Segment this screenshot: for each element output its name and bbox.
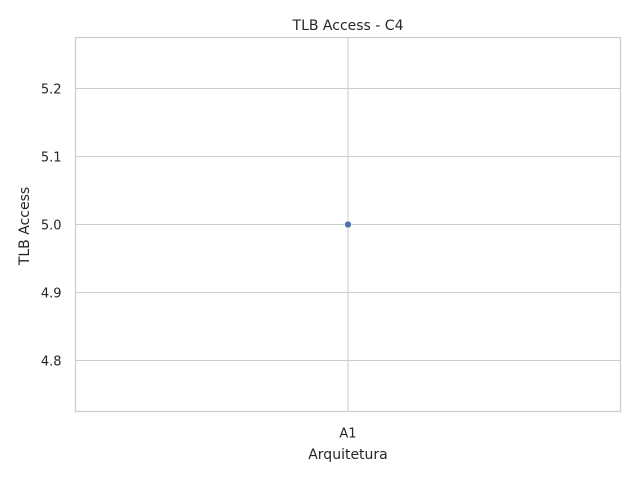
- plot-frame: [74, 36, 622, 413]
- y-axis-label: TLB Access: [17, 187, 33, 266]
- data-points: [343, 220, 352, 229]
- x-axis-label: Arquitetura: [308, 447, 388, 463]
- x-tick-label: A1: [339, 427, 356, 442]
- x-tick-labels: A1: [339, 427, 356, 442]
- y-tick-label: 5.1: [41, 151, 62, 166]
- y-tick-label: 4.8: [41, 355, 62, 370]
- data-point: [343, 220, 352, 229]
- y-tick-label: 5.0: [41, 219, 62, 234]
- y-tick-label: 4.9: [41, 287, 62, 302]
- chart-title: TLB Access - C4: [292, 18, 404, 34]
- y-tick-labels: 4.8 4.9 5.0 5.1 5.2: [41, 83, 62, 370]
- y-tick-label: 5.2: [41, 83, 62, 98]
